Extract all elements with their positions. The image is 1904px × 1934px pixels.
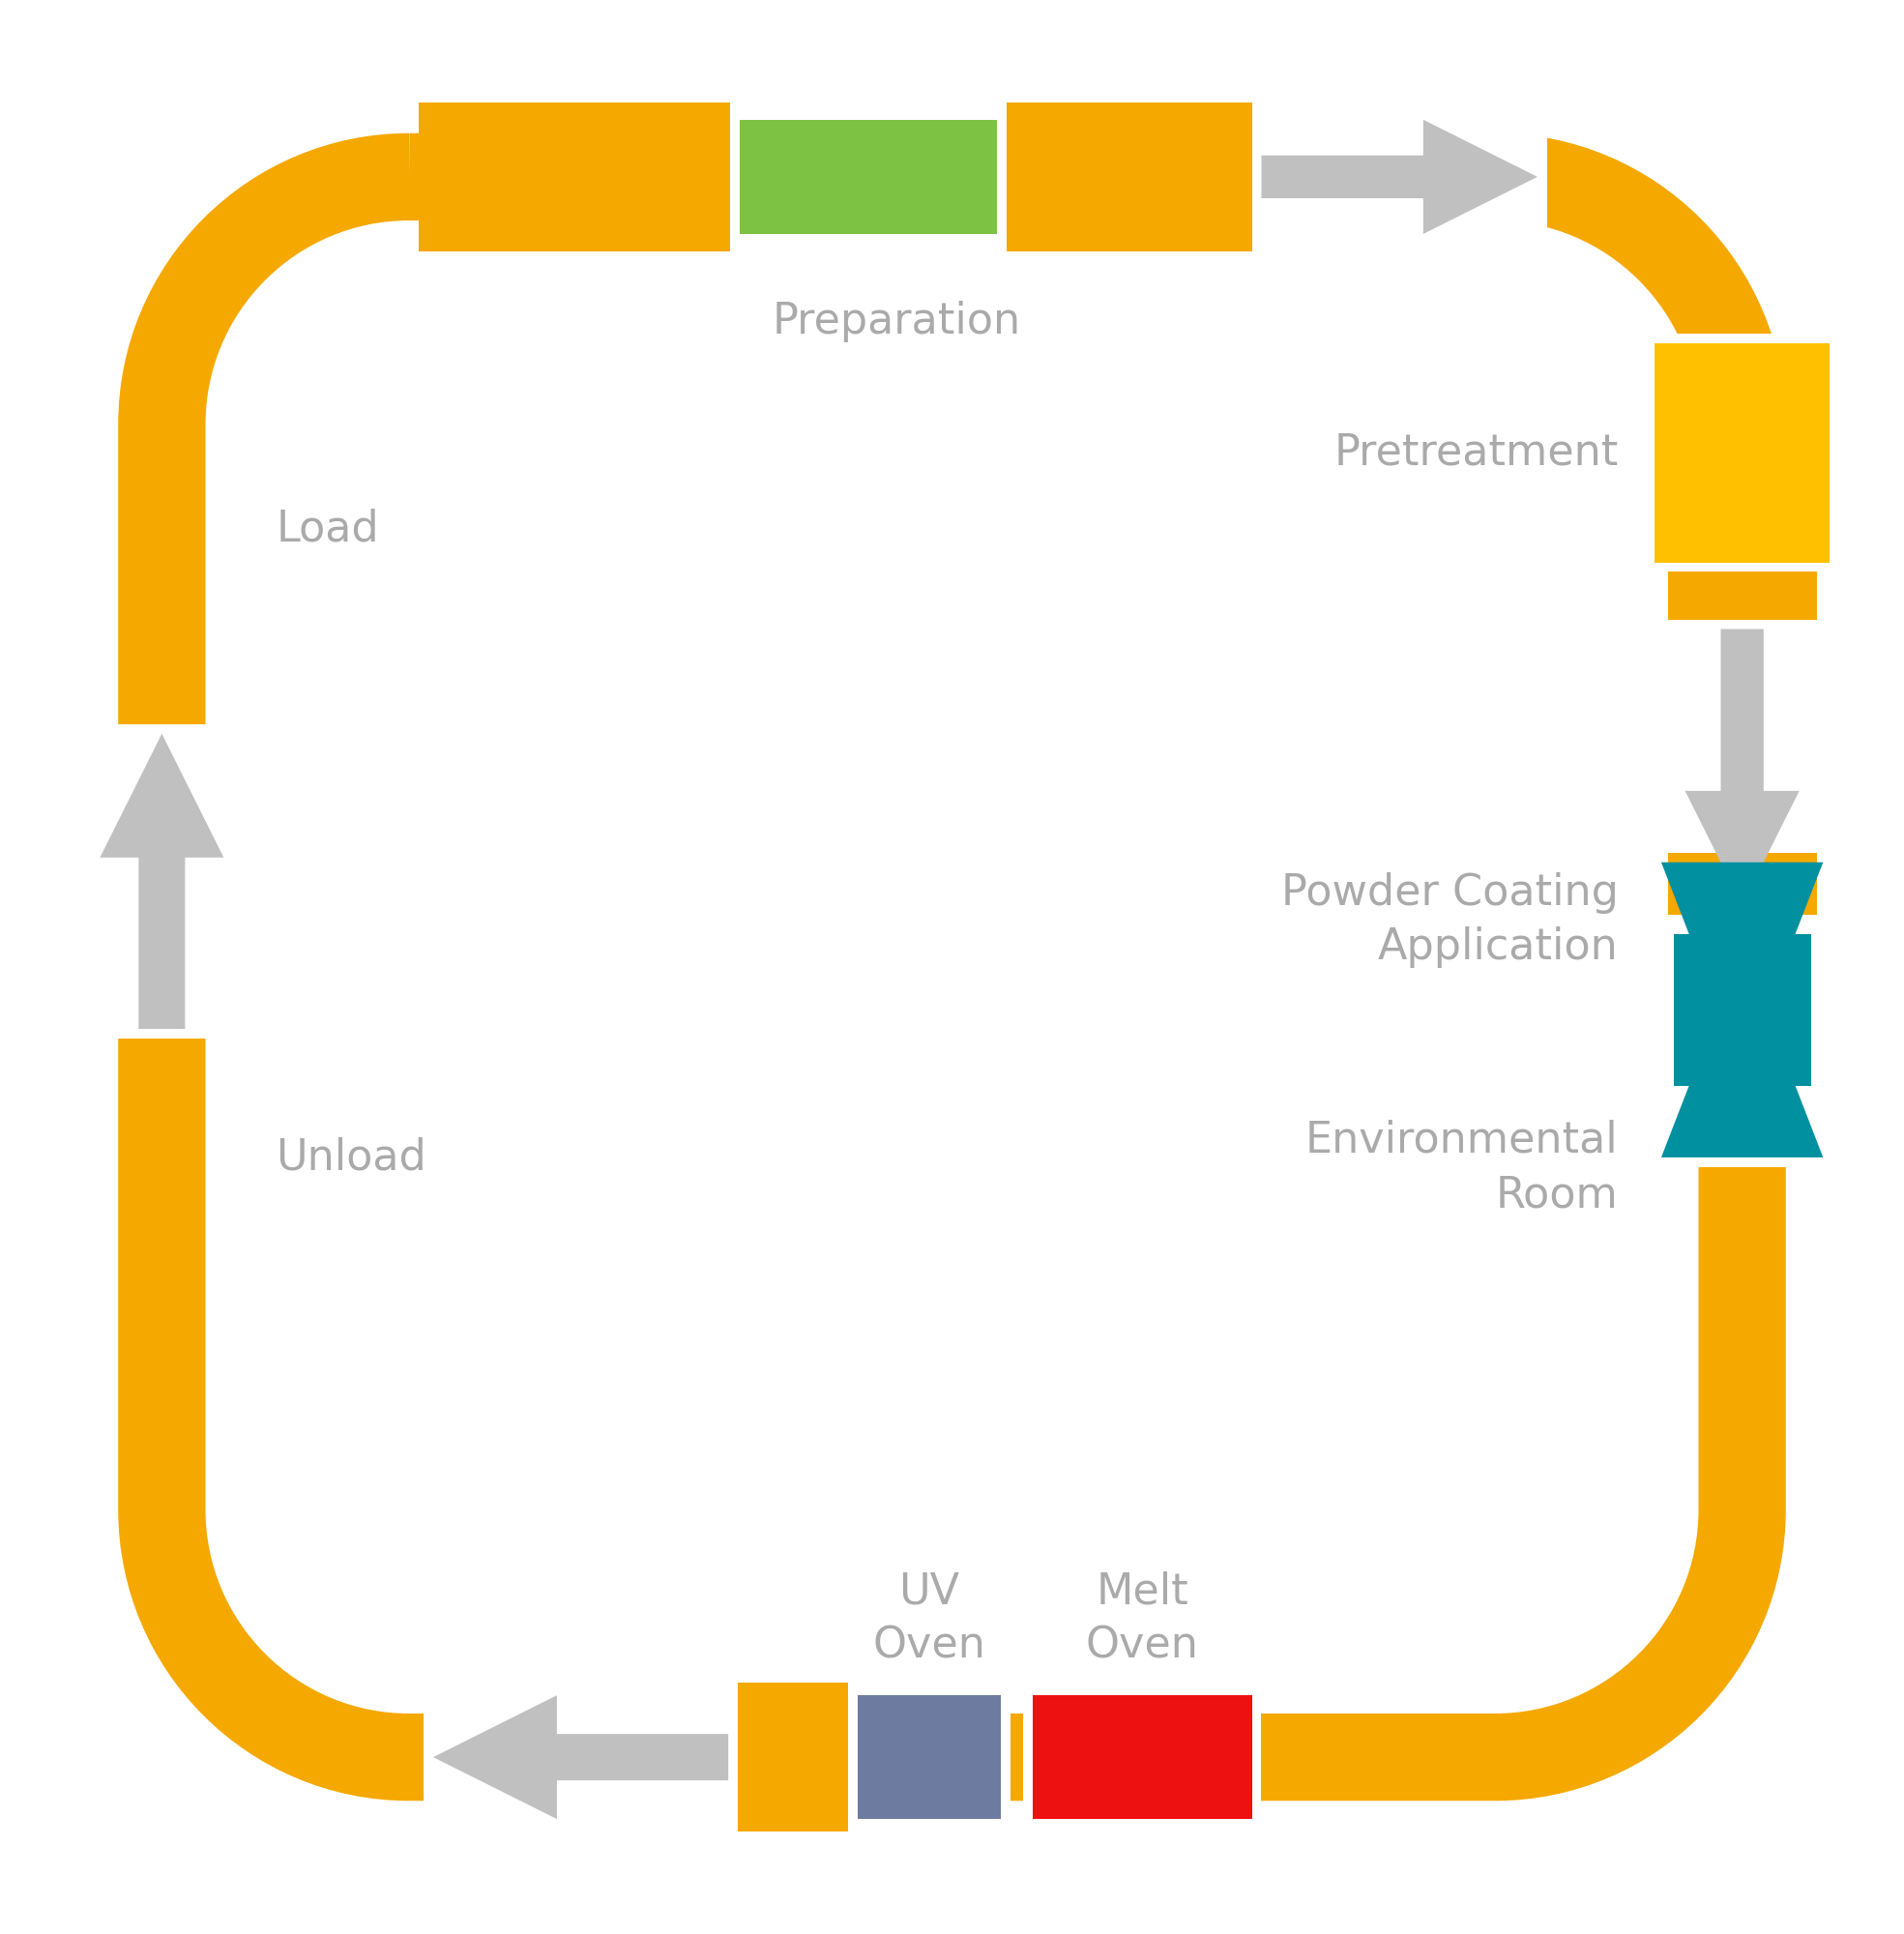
Bar (857, 1696, 1002, 1820)
Polygon shape (432, 1696, 729, 1820)
Bar (91, 723, 232, 1039)
Bar (1653, 853, 1834, 1166)
Text: UV
Oven: UV Oven (872, 1570, 986, 1667)
Bar (1674, 934, 1811, 1087)
Bar (739, 120, 998, 234)
Text: Pretreatment: Pretreatment (1333, 431, 1618, 474)
Text: Melt
Oven: Melt Oven (1085, 1570, 1200, 1667)
Polygon shape (1260, 120, 1538, 234)
Bar (849, 1659, 1009, 1855)
Polygon shape (1685, 629, 1799, 905)
Polygon shape (1660, 863, 1824, 1010)
Bar (731, 79, 1005, 275)
Bar (1024, 1659, 1260, 1855)
Text: Environmental
Room: Environmental Room (1306, 1120, 1618, 1216)
Bar (739, 1683, 849, 1831)
Bar (423, 1659, 737, 1855)
Polygon shape (101, 733, 225, 1029)
Bar (1676, 619, 1809, 915)
Bar (419, 103, 731, 251)
Polygon shape (1660, 1010, 1824, 1157)
Bar (1253, 79, 1546, 275)
Bar (1668, 572, 1816, 619)
Bar (1655, 344, 1830, 563)
Bar (1032, 1696, 1253, 1820)
Text: Powder Coating
Application: Powder Coating Application (1281, 872, 1618, 969)
Bar (1645, 335, 1839, 572)
Bar (1668, 352, 1816, 414)
Text: Preparation: Preparation (773, 300, 1021, 342)
Bar (1668, 853, 1816, 915)
Bar (1007, 103, 1253, 251)
Text: Load: Load (276, 509, 379, 549)
Text: Unload: Unload (276, 1137, 426, 1178)
